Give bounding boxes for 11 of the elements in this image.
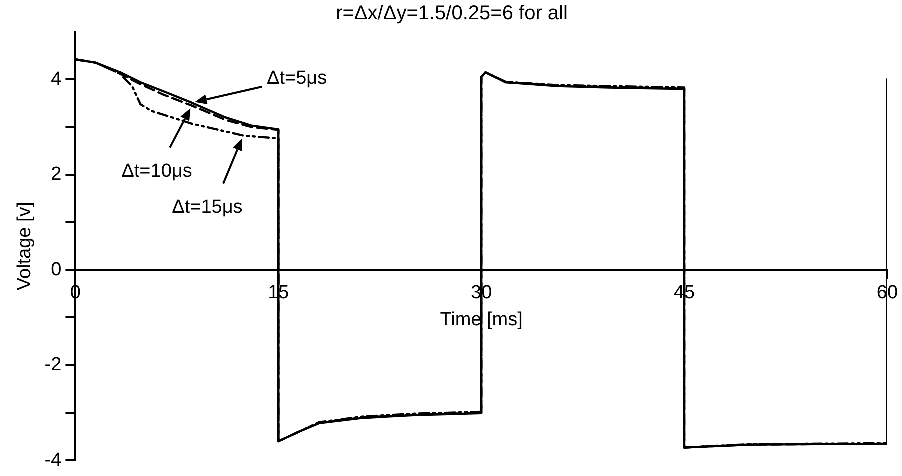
annotation: Δt=15μs	[172, 197, 243, 218]
y-tick-label: 4	[51, 68, 62, 90]
y-tick-label: 2	[51, 164, 62, 186]
y-tick-label: 0	[51, 259, 62, 280]
annotation: Δt=5μs	[267, 68, 328, 90]
y-tick-label: -2	[44, 354, 62, 376]
annotation: Δt=10μs	[122, 161, 192, 182]
y-axis-title: Voltage [v]	[14, 202, 36, 291]
chart-title: r=Δx/Δy=1.5/0.25=6 for all	[336, 2, 568, 25]
y-tick-label: -4	[44, 450, 62, 471]
x-axis-title: Time [ms]	[440, 310, 523, 331]
